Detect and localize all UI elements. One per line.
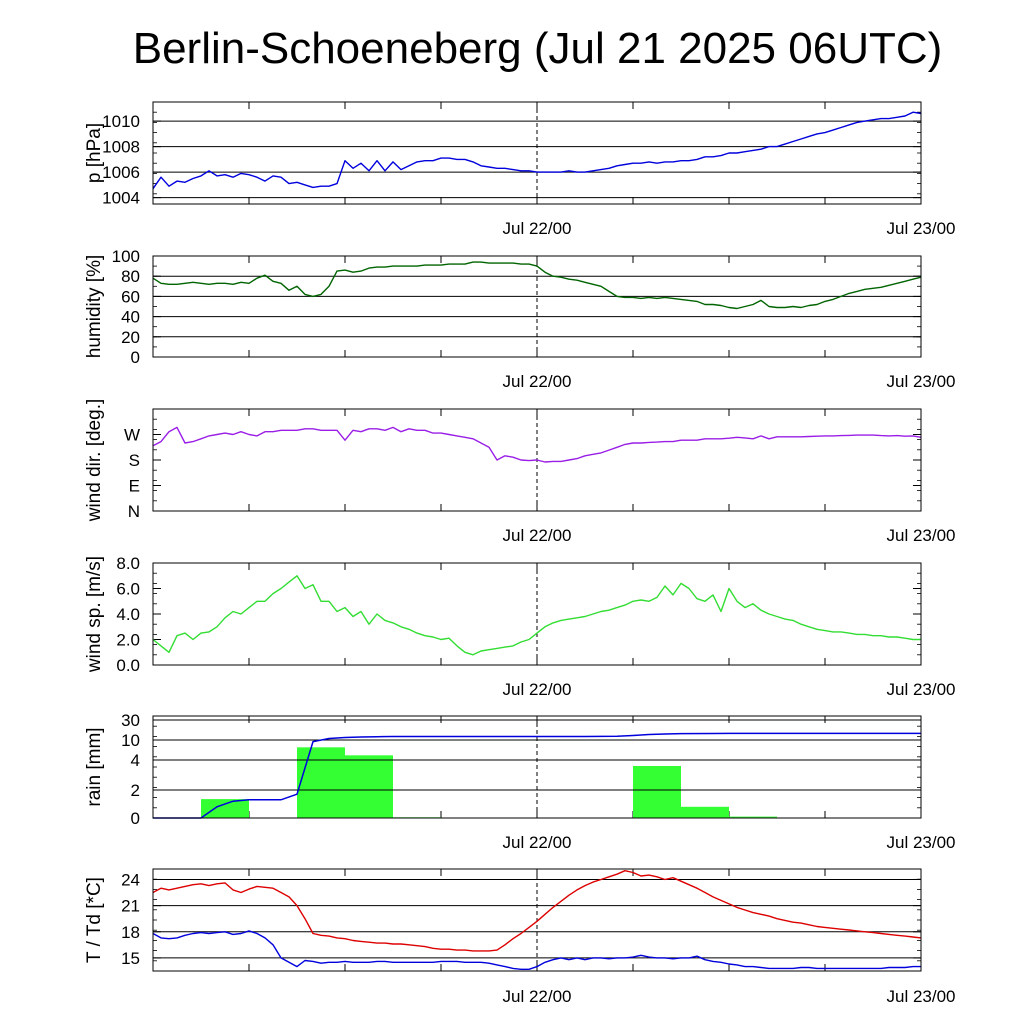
y-tick-label: 2.0 [116,631,140,650]
rain-cumulative-line [153,732,921,819]
x-tick-label: Jul 23/00 [887,833,956,852]
panel-frame [152,255,922,358]
x-tick-label: Jul 22/00 [503,219,572,238]
x-tick-label: Jul 23/00 [887,372,956,391]
rain-bar [297,747,345,818]
y-axis-label: humidity [%] [84,255,105,358]
series-line-1 [152,930,921,970]
x-tick-label: Jul 22/00 [503,526,572,545]
x-tick-label: Jul 22/00 [503,372,572,391]
y-tick-label: 8.0 [116,554,140,573]
rain-bar [681,806,729,818]
y-tick-label: 2 [131,781,140,800]
y-tick-label: 4.0 [116,605,140,624]
y-tick-label: N [128,502,140,521]
y-tick-label: 0 [131,809,140,828]
rain-bar [633,766,681,818]
y-tick-label: 10 [121,731,140,750]
panel-frame [152,408,922,512]
x-tick-label: Jul 23/00 [887,219,956,238]
panel-5: 15 18 21 24 T / Td [*C] Jul 22/00 Jul 23/00 [84,868,956,1006]
rain-bar [201,799,249,818]
rain-bar [729,816,777,818]
rain-bar [345,755,393,818]
panel-frame [152,715,922,819]
x-tick-label: Jul 23/00 [887,987,956,1006]
y-tick-label: 18 [121,923,140,942]
y-tick-label: E [129,477,140,496]
y-tick-label: 1008 [102,138,140,157]
y-tick-label: 100 [112,247,140,266]
y-tick-label: 21 [121,897,140,916]
y-tick-label: 1004 [102,189,140,208]
series-line-0 [152,870,922,952]
panel-frame [152,562,922,666]
y-tick-label: 6.0 [116,580,140,599]
y-tick-label: S [129,451,140,470]
x-tick-label: Jul 22/00 [503,833,572,852]
y-tick-label: 0.0 [116,656,140,675]
y-tick-label: 80 [121,267,140,286]
panel-frame [152,101,922,205]
x-tick-label: Jul 23/00 [887,526,956,545]
y-tick-label: 15 [121,949,140,968]
y-tick-label: 1006 [102,163,140,182]
chart-title: Berlin-Schoeneberg (Jul 21 2025 06UTC) [132,24,943,73]
y-axis-label: wind sp. [m/s] [84,556,105,673]
y-axis-label: p [hPa] [84,123,105,183]
series-line-0 [152,426,922,463]
y-tick-label: 24 [121,870,140,889]
y-axis-label: rain [mm] [84,727,105,806]
y-tick-label: 60 [121,287,140,306]
series-line-0 [152,261,922,310]
y-axis-label: T / Td [*C] [84,877,105,963]
y-tick-label: 20 [121,328,140,347]
y-axis-label: wind dir. [deg.] [84,399,105,523]
y-tick-label: 30 [121,711,140,730]
series-line-0 [152,575,921,656]
x-tick-label: Jul 22/00 [503,987,572,1006]
y-tick-label: W [124,426,140,445]
series-line-0 [152,111,922,190]
y-tick-label: 40 [121,308,140,327]
y-tick-label: 0 [131,348,140,367]
x-tick-label: Jul 22/00 [503,680,572,699]
x-tick-label: Jul 23/00 [887,680,956,699]
y-tick-label: 1010 [102,112,140,131]
y-tick-label: 4 [131,751,140,770]
panel-frame [152,868,922,972]
panel-3: 0.0 2.0 4.0 6.0 8.0 wind sp. [m/s] Jul 22/00 Ju… [84,554,956,699]
